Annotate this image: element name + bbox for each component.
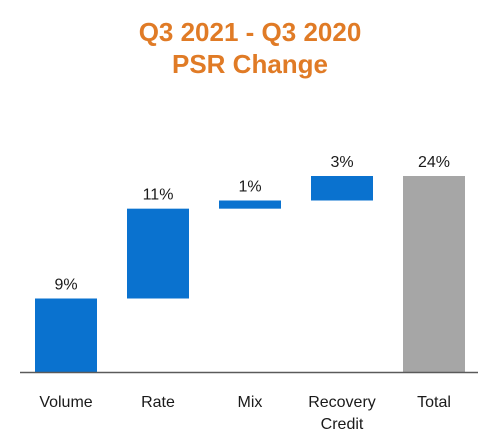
- category-label: Volume: [39, 394, 92, 411]
- bar-recovery-credit: [311, 176, 373, 201]
- data-label: 9%: [54, 277, 77, 294]
- category-label: Total: [417, 394, 451, 411]
- data-label: 1%: [238, 179, 261, 196]
- bar-volume: [35, 298, 97, 372]
- category-label: Rate: [141, 394, 175, 411]
- chart-title-line-2: PSR Change: [171, 49, 329, 79]
- chart-title: Q3 2021 - Q3 2020 PSR Change: [0, 16, 500, 80]
- chart-title-line-1: Q3 2021 - Q3 2020: [138, 17, 362, 47]
- data-label: 3%: [330, 154, 353, 171]
- category-label: Mix: [238, 394, 263, 411]
- category-label: Credit: [321, 416, 364, 433]
- category-label: Recovery: [308, 394, 376, 411]
- bar-rate: [127, 208, 189, 299]
- data-label: 24%: [418, 154, 450, 171]
- data-label: 11%: [143, 187, 174, 204]
- bar-total: [403, 176, 465, 372]
- bar-mix: [219, 200, 281, 209]
